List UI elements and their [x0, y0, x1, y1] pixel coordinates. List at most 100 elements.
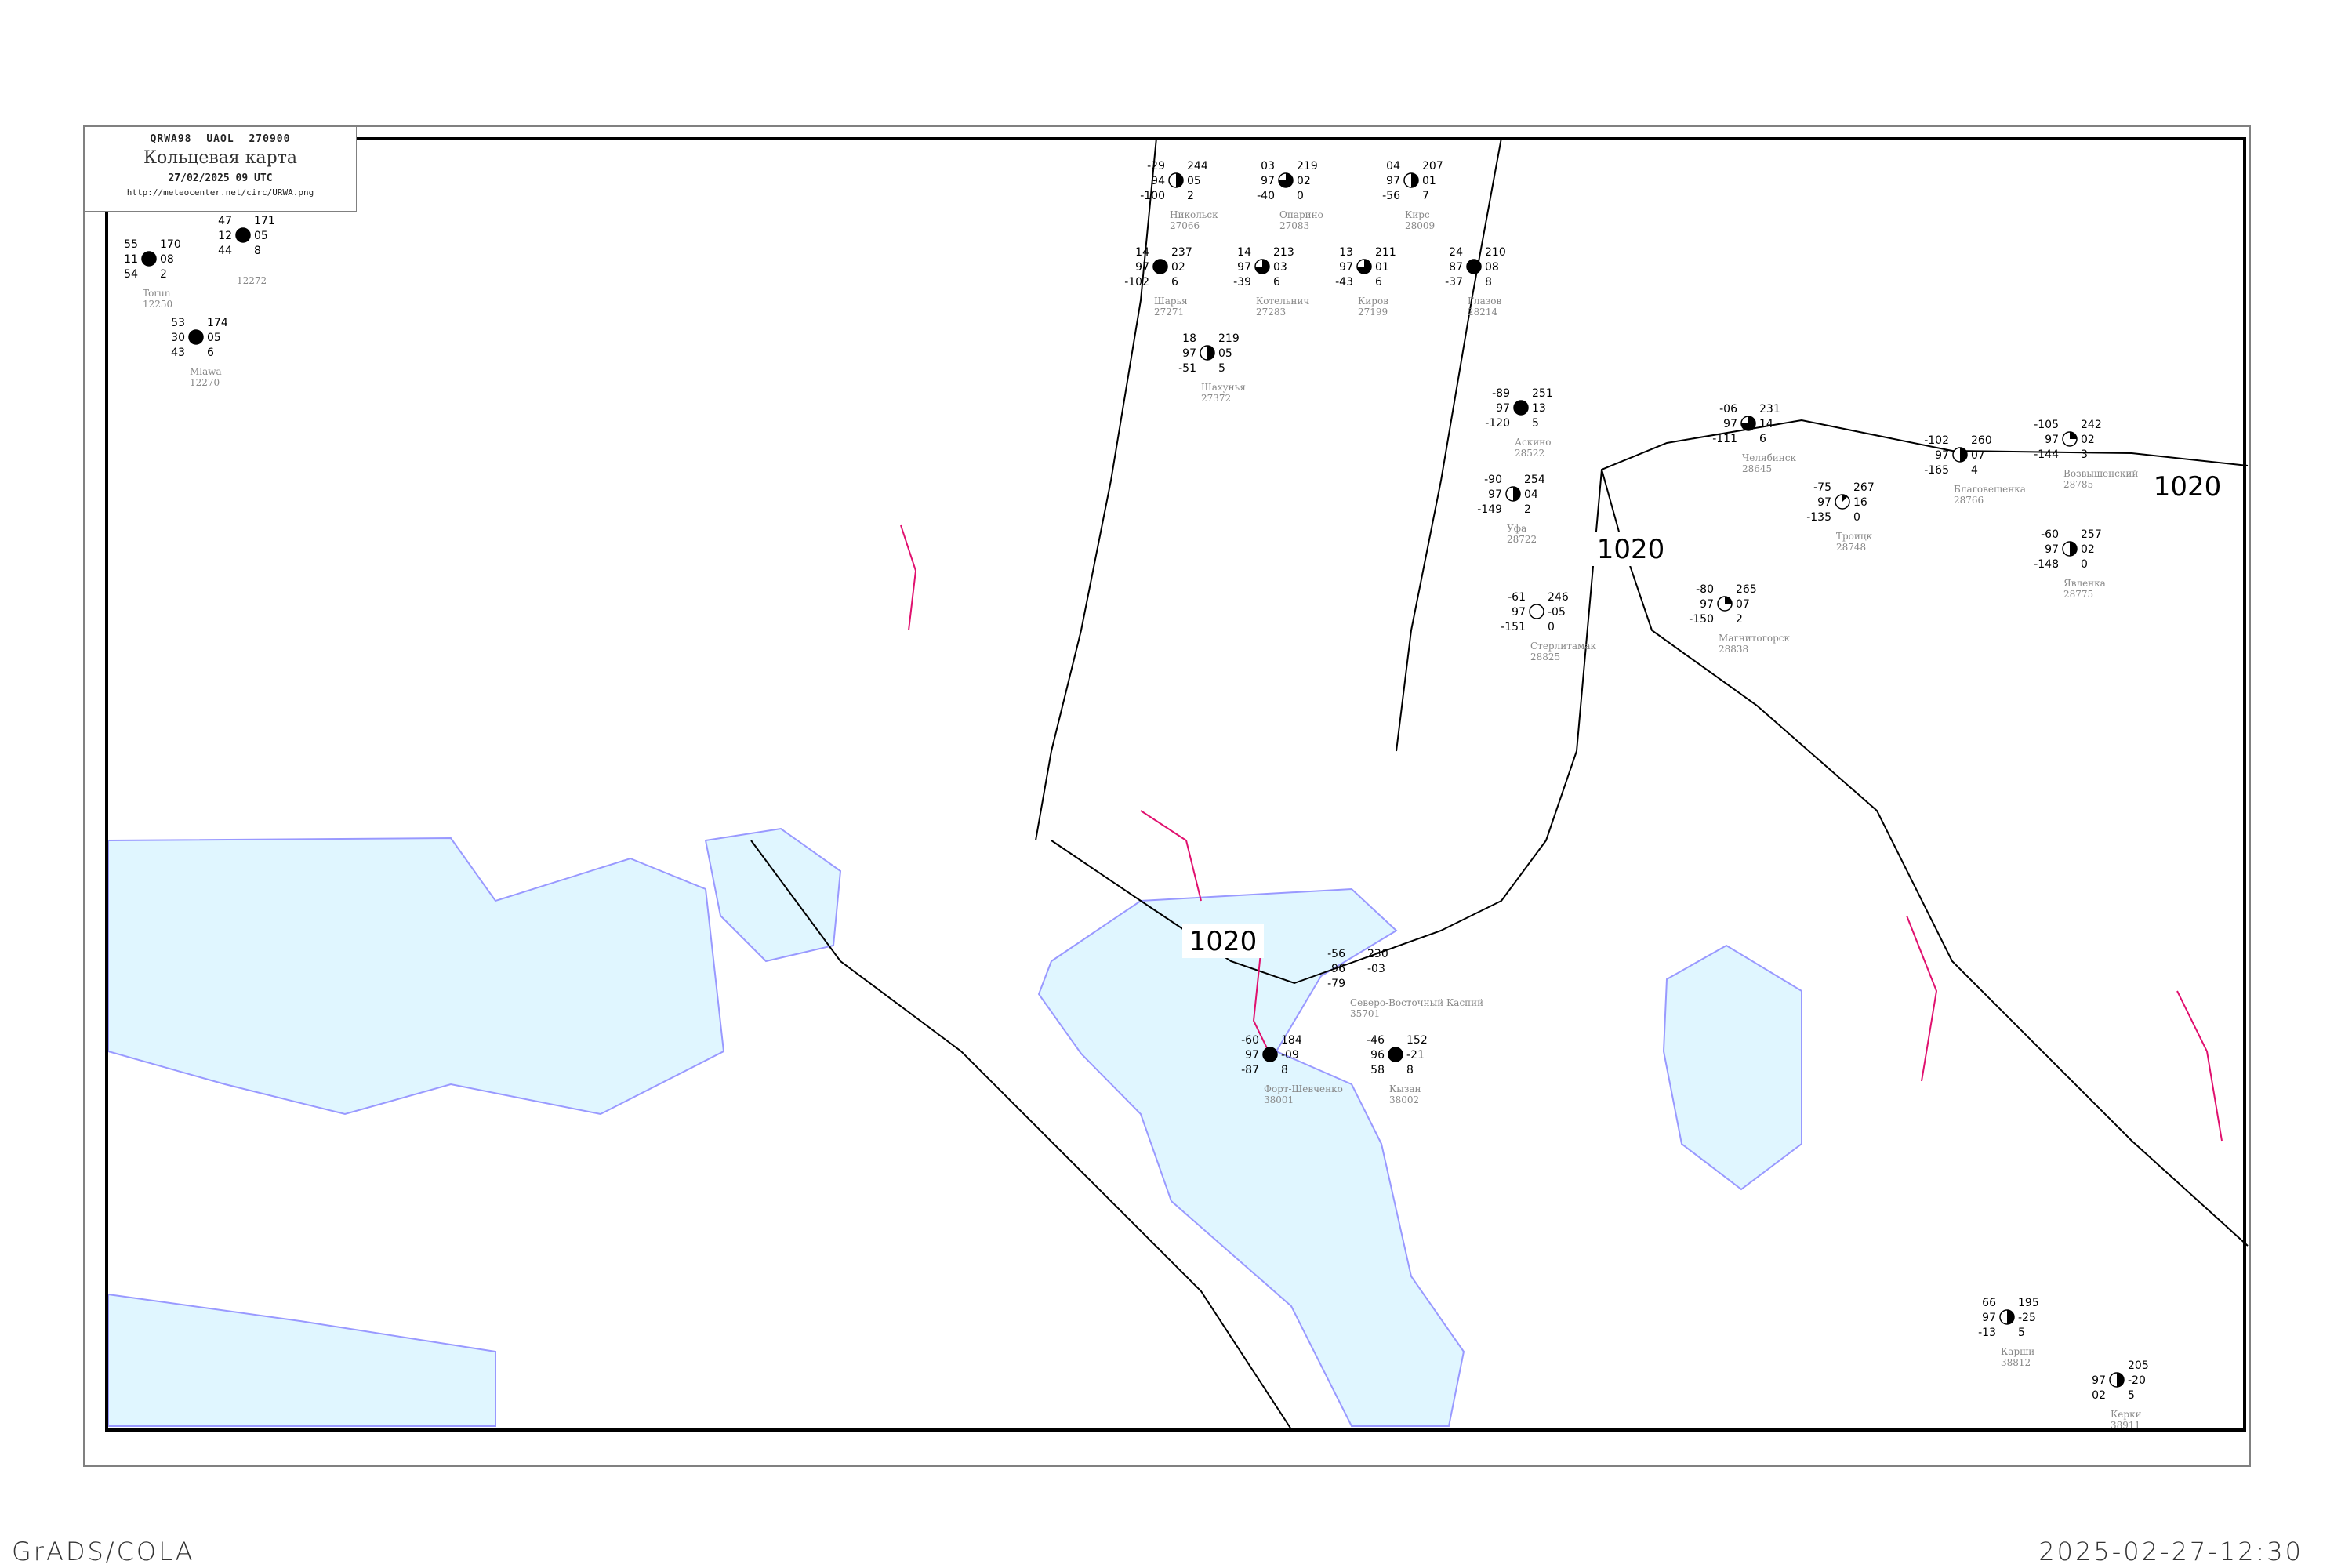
station-vis: 97	[1135, 261, 1149, 274]
cloud-cover-fill	[1207, 346, 1214, 360]
station-extra: 2	[1187, 190, 1194, 202]
cloud-cover-fill	[2007, 1310, 2014, 1324]
station-name: Керки	[2111, 1409, 2142, 1420]
station-extra: 8	[1485, 276, 1492, 289]
station-id: 28722	[1507, 534, 1537, 545]
station-id: 28785	[2063, 479, 2093, 490]
caspian-sea	[1037, 887, 1465, 1427]
station-id: 28522	[1515, 448, 1544, 459]
station-tendency: 01	[1375, 261, 1389, 274]
station-pressure: 171	[254, 215, 275, 227]
station-pressure: 254	[1524, 474, 1545, 486]
station-temp: -56	[1327, 948, 1345, 960]
station-id: 38001	[1264, 1094, 1294, 1105]
cloud-cover-fill	[1176, 173, 1183, 187]
station-pressure: 244	[1187, 160, 1208, 172]
station-tendency: 05	[207, 332, 221, 344]
station-temp: 47	[218, 215, 232, 227]
station-pressure: 211	[1375, 246, 1396, 259]
station-tendency: 02	[1171, 261, 1185, 274]
station-id: 28009	[1405, 220, 1435, 231]
station-pressure: 237	[1171, 246, 1192, 259]
aral-sea	[1662, 944, 1802, 1191]
station-vis: 97	[2045, 543, 2059, 556]
station-extra: 6	[1273, 276, 1280, 289]
station-vis: 97	[1245, 1049, 1259, 1062]
station-id: 12272	[237, 275, 267, 286]
station-dew: -148	[2034, 558, 2059, 571]
station-tendency: -09	[1281, 1049, 1299, 1062]
station-tendency: -21	[1406, 1049, 1425, 1062]
station-extra: 7	[1422, 190, 1429, 202]
cloud-cover-fill	[1513, 487, 1520, 501]
isobar-label: 1020	[1189, 926, 1258, 957]
station-vis: 30	[171, 332, 185, 344]
station-tendency: 05	[1187, 175, 1201, 187]
cloud-cover-fill	[1357, 260, 1371, 274]
station-tendency: 02	[2081, 543, 2095, 556]
station-plot[interactable]: -56 96 -79 230 -03 Северо-Восточный Каспий357…	[1327, 948, 1483, 1019]
isobar-line	[1396, 137, 1502, 752]
station-pressure: 246	[1548, 591, 1569, 604]
station-temp: 53	[171, 317, 185, 329]
cloud-cover-fill	[1960, 448, 1967, 462]
water-bodies	[107, 827, 1802, 1427]
station-name: Аскино	[1515, 437, 1552, 448]
station-extra: 6	[1171, 276, 1178, 289]
isobar-label-bg	[2147, 469, 2228, 503]
station-pressure: 184	[1281, 1034, 1302, 1047]
station-tendency: 05	[1218, 347, 1232, 360]
station-vis: 11	[124, 253, 138, 266]
cloud-cover-fill	[1279, 173, 1293, 187]
cloud-cover-icon	[1262, 1047, 1278, 1062]
station-extra: 5	[2128, 1389, 2135, 1402]
station-tendency: 03	[1273, 261, 1287, 274]
station-dew: -111	[1712, 433, 1737, 445]
station-tendency: 07	[1736, 598, 1750, 611]
station-name: Стерлитамак	[1530, 641, 1597, 652]
station-name: Карши	[2001, 1346, 2034, 1357]
station-dew: 43	[171, 347, 185, 359]
station-id: 27271	[1154, 307, 1184, 318]
cloud-cover-fill	[1741, 416, 1755, 430]
station-pressure: 205	[2128, 1359, 2149, 1372]
isobar-label-bg	[1182, 924, 1264, 958]
station-pressure: 195	[2018, 1297, 2039, 1309]
station-vis: 97	[2092, 1374, 2106, 1387]
station-id: 27199	[1358, 307, 1388, 318]
fronts	[900, 524, 2223, 1142]
station-plot[interactable]: 47 12 44 171 05 8 12272	[218, 215, 275, 286]
station-vis: 94	[1151, 175, 1165, 187]
station-tendency: 08	[160, 253, 174, 266]
station-temp: -89	[1492, 387, 1510, 400]
footer-timestamp: 2025-02-27-12:30	[2038, 1537, 2303, 1566]
station-pressure: 170	[160, 238, 181, 251]
cloud-cover-fill	[1255, 260, 1269, 274]
station-dew: -149	[1477, 503, 1502, 516]
front-line	[2176, 990, 2223, 1142]
station-extra: 5	[2018, 1327, 2025, 1339]
